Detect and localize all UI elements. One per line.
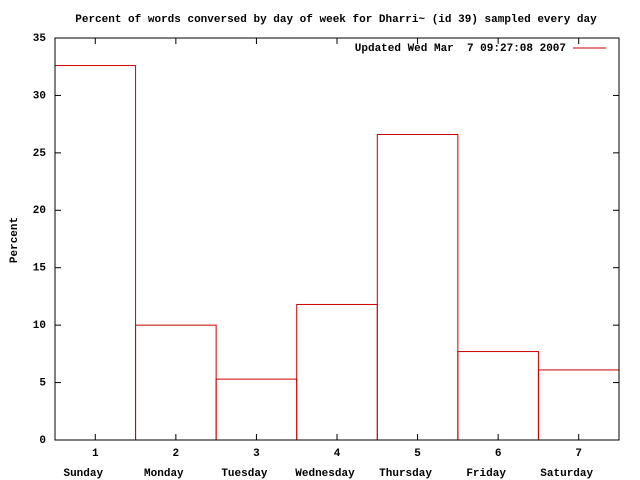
x-tick-label: 3 <box>253 448 260 460</box>
y-tick-label: 5 <box>39 377 46 389</box>
y-tick-label: 0 <box>39 435 46 447</box>
chart-title: Percent of words conversed by day of wee… <box>75 14 597 26</box>
category-label: Tuesday <box>221 468 268 480</box>
x-tick-label: 6 <box>495 448 502 460</box>
x-tick-label: 4 <box>334 448 341 460</box>
category-label: Friday <box>466 468 506 480</box>
category-label: Wednesday <box>295 468 355 480</box>
y-tick-label: 20 <box>33 205 46 217</box>
category-label: Thursday <box>379 468 432 480</box>
category-label: Saturday <box>540 468 593 480</box>
y-tick-label: 35 <box>33 33 47 45</box>
legend-label: Updated Wed Mar 7 09:27:08 2007 <box>355 43 566 55</box>
category-label: Monday <box>144 468 184 480</box>
y-tick-label: 30 <box>33 90 46 102</box>
x-tick-label: 1 <box>92 448 99 460</box>
x-tick-label: 5 <box>414 448 421 460</box>
x-tick-label: 2 <box>173 448 180 460</box>
x-tick-label: 7 <box>575 448 582 460</box>
y-tick-label: 15 <box>33 263 47 275</box>
category-label: Sunday <box>63 468 103 480</box>
y-axis-label: Percent <box>9 217 21 263</box>
y-tick-label: 25 <box>33 148 47 160</box>
y-tick-label: 10 <box>33 320 46 332</box>
